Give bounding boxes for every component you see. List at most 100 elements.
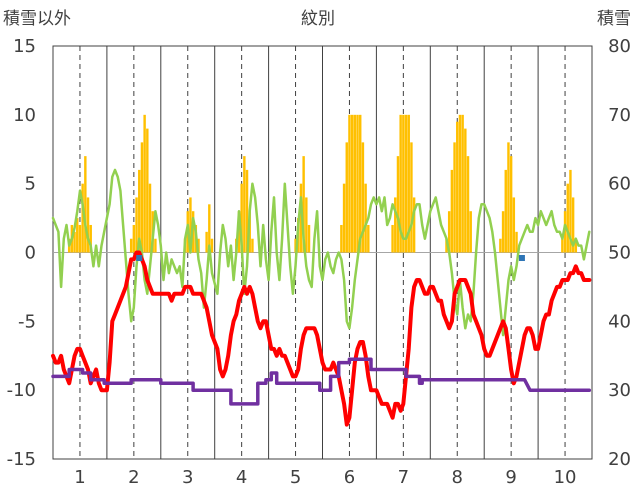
precipitation-bar bbox=[445, 238, 448, 253]
precipitation-bar bbox=[73, 231, 76, 253]
data-marker bbox=[136, 255, 143, 262]
precipitation-bar bbox=[359, 114, 362, 253]
precipitation-bar bbox=[197, 238, 200, 253]
left-tick-label: 5 bbox=[25, 174, 36, 195]
data-marker bbox=[518, 255, 525, 262]
precipitation-bar bbox=[456, 121, 459, 253]
left-tick-label: -5 bbox=[18, 311, 36, 332]
precipitation-bar bbox=[410, 142, 413, 253]
precipitation-bar bbox=[571, 197, 575, 253]
precipitation-bar bbox=[299, 183, 303, 253]
precipitation-bar bbox=[89, 224, 92, 253]
precipitation-bar bbox=[566, 183, 569, 253]
precipitation-bar bbox=[450, 169, 454, 253]
precipitation-bar bbox=[143, 114, 146, 253]
right-tick-label: 50 bbox=[608, 243, 631, 264]
min-temp-line bbox=[51, 250, 592, 427]
precipitation-bar bbox=[140, 142, 144, 253]
x-tick-label: 3 bbox=[182, 467, 193, 488]
x-tick-label: 2 bbox=[128, 467, 139, 488]
precipitation-bar bbox=[356, 114, 359, 253]
left-axis-title: 積雪以外 bbox=[3, 9, 71, 29]
precipitation-bar bbox=[499, 238, 502, 253]
left-tick-label: 0 bbox=[25, 243, 36, 264]
right-tick-label: 60 bbox=[608, 174, 631, 195]
precipitation-bar bbox=[135, 197, 138, 253]
precipitation-bar bbox=[407, 114, 410, 253]
x-tick-label: 8 bbox=[452, 467, 463, 488]
precipitation-bar bbox=[574, 238, 578, 253]
precipitation-bar bbox=[367, 224, 370, 253]
x-tick-label: 5 bbox=[290, 467, 301, 488]
precipitation-bar bbox=[569, 169, 572, 253]
precipitation-bar bbox=[461, 114, 464, 253]
precipitation-bar bbox=[391, 224, 394, 253]
precipitation-bar bbox=[561, 238, 564, 253]
precipitation-bar bbox=[84, 156, 87, 253]
precipitation-bar bbox=[132, 224, 136, 253]
precipitation-bar bbox=[208, 204, 211, 253]
precipitation-bar bbox=[447, 211, 451, 253]
precipitation-bar bbox=[361, 142, 365, 253]
x-tick-label: 7 bbox=[398, 467, 409, 488]
precipitation-bar bbox=[504, 169, 507, 253]
right-tick-label: 80 bbox=[608, 36, 631, 57]
left-tick-label: 10 bbox=[13, 105, 36, 126]
precipitation-bar bbox=[307, 224, 311, 253]
precipitation-bar bbox=[146, 128, 149, 253]
precipitation-bar bbox=[348, 114, 351, 253]
precipitation-bar bbox=[515, 231, 518, 253]
left-tick-label: 15 bbox=[13, 36, 36, 57]
chart-title: 紋別 bbox=[301, 9, 335, 29]
precipitation-bar bbox=[399, 114, 402, 253]
precipitation-bar bbox=[453, 142, 456, 253]
right-axis-title: 積雪 bbox=[597, 9, 631, 29]
precipitation-bar bbox=[154, 238, 157, 253]
precipitation-bar bbox=[464, 128, 467, 253]
precipitation-bar bbox=[251, 238, 254, 253]
precipitation-bar bbox=[302, 156, 305, 253]
precipitation-bar bbox=[466, 156, 470, 253]
precipitation-bar bbox=[563, 211, 567, 253]
precipitation-bar bbox=[305, 197, 308, 253]
precipitation-bar bbox=[350, 114, 354, 253]
x-tick-label: 10 bbox=[554, 467, 577, 488]
left-tick-label: -15 bbox=[7, 449, 36, 470]
precipitation-bar bbox=[394, 197, 397, 253]
precipitation-bar bbox=[86, 197, 90, 253]
precipitation-bar bbox=[509, 156, 513, 253]
precipitation-bar bbox=[342, 183, 346, 253]
x-tick-label: 6 bbox=[344, 467, 355, 488]
precipitation-bar bbox=[81, 183, 84, 253]
right-tick-label: 40 bbox=[608, 311, 631, 332]
right-tick-label: 30 bbox=[608, 380, 631, 401]
precipitation-bar bbox=[245, 169, 249, 253]
precipitation-bar bbox=[138, 169, 141, 253]
left-tick-label: -10 bbox=[7, 380, 36, 401]
precipitation-bar bbox=[512, 197, 516, 253]
precipitation-bar bbox=[210, 238, 214, 253]
precipitation-bar bbox=[396, 156, 400, 253]
precipitation-bar bbox=[148, 183, 152, 253]
precipitation-bar bbox=[78, 224, 82, 253]
line-series bbox=[51, 168, 592, 427]
x-tick-label: 4 bbox=[236, 467, 247, 488]
precipitation-bar bbox=[129, 238, 133, 253]
x-tick-label: 9 bbox=[505, 467, 516, 488]
precipitation-bar bbox=[404, 114, 408, 253]
precipitation-bar bbox=[345, 142, 348, 253]
precipitation-bar bbox=[364, 183, 367, 253]
precipitation-bar bbox=[240, 183, 243, 253]
right-tick-label: 70 bbox=[608, 105, 631, 126]
right-tick-label: 20 bbox=[608, 449, 631, 470]
snow-depth-line bbox=[51, 357, 592, 406]
x-tick-label: 1 bbox=[74, 467, 85, 488]
max-temp-line bbox=[51, 168, 591, 337]
precipitation-bar bbox=[469, 211, 472, 253]
precipitation-bar bbox=[189, 197, 192, 253]
precipitation-bar bbox=[205, 231, 208, 253]
marker-layer bbox=[136, 255, 525, 262]
